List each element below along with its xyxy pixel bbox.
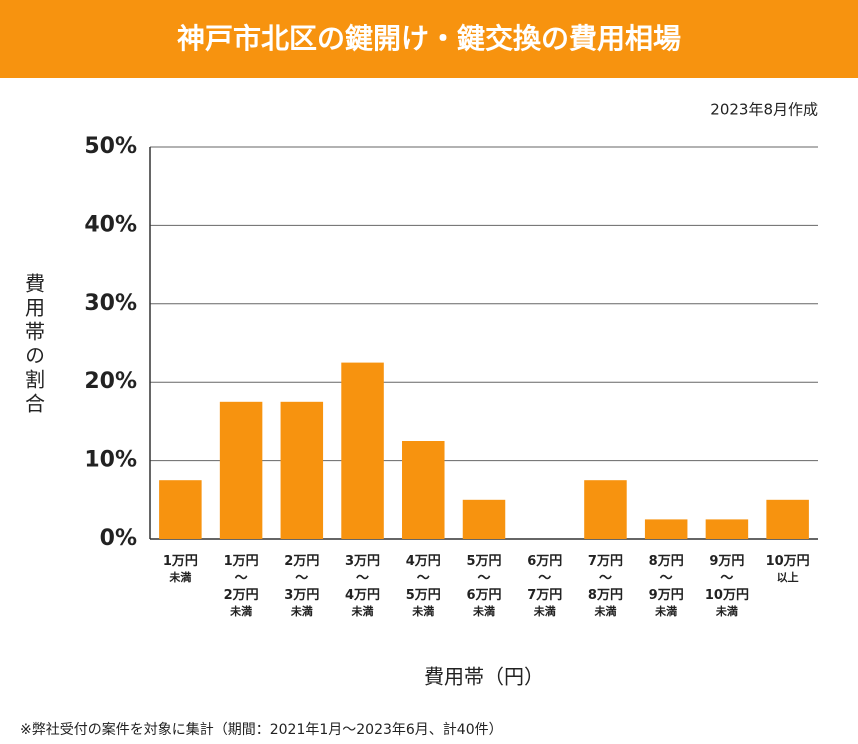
- x-tick-label: 9万円～ 10万円未満: [705, 554, 749, 619]
- x-tick-label: 6万円～ 7万円未満: [527, 554, 562, 619]
- x-tick-label: 10万円以上: [766, 554, 810, 585]
- bar: [402, 441, 445, 539]
- bar: [159, 480, 202, 539]
- x-tick-label: 2万円～ 3万円未満: [284, 554, 319, 619]
- bar: [584, 480, 627, 539]
- chart-subtitle: 2023年8月作成: [710, 101, 818, 119]
- bar: [705, 519, 749, 539]
- y-tick-label: 0%: [100, 526, 137, 551]
- x-tick-label: 1万円未満: [163, 554, 198, 585]
- y-tick-label: 30%: [84, 291, 137, 316]
- y-tick-label: 20%: [84, 369, 137, 394]
- x-tick-label: 1万円～ 2万円未満: [224, 554, 259, 619]
- y-tick-label: 40%: [84, 212, 137, 237]
- y-tick-label: 10%: [84, 448, 137, 473]
- bar: [766, 499, 809, 539]
- y-axis-label: 費用帯の割合: [22, 273, 46, 417]
- bar: [280, 401, 324, 539]
- x-axis-label: 費用帯（円）: [424, 665, 544, 689]
- x-tick-label: 5万円～ 6万円未満: [466, 554, 501, 619]
- x-tick-label: 4万円～ 5万円未満: [406, 554, 441, 619]
- chart-title: 神戸市北区の鍵開け・鍵交換の費用相場: [177, 22, 681, 55]
- y-tick-label: 50%: [84, 134, 137, 159]
- x-tick-label: 3万円～ 4万円未満: [345, 554, 380, 619]
- bar: [462, 499, 506, 539]
- x-tick-label: 7万円～ 8万円未満: [588, 554, 623, 619]
- x-tick-label: 8万円～ 9万円未満: [649, 554, 684, 619]
- bar: [341, 362, 384, 539]
- bar: [219, 401, 263, 539]
- title-banner: [0, 0, 858, 78]
- bar: [644, 519, 688, 539]
- footnote: ※弊社受付の案件を対象に集計（期間：2021年1月～2023年6月、計40件）: [20, 721, 503, 738]
